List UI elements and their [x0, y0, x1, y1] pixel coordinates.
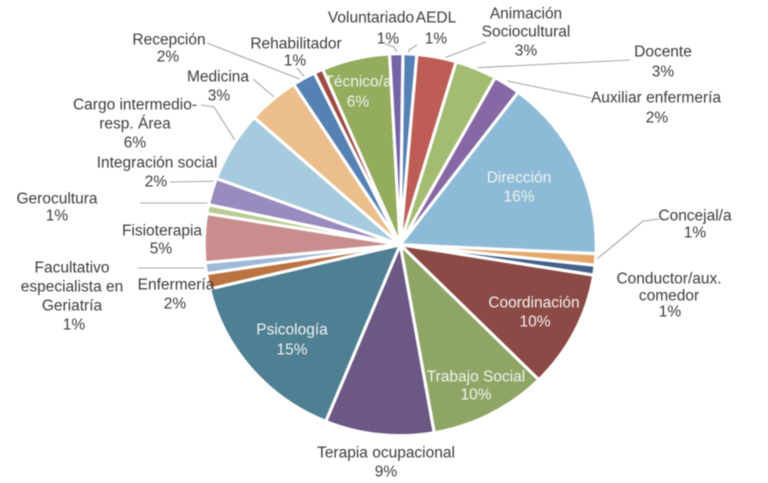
svg-text:Docente: Docente — [634, 44, 692, 61]
svg-text:Auxiliar enfermería: Auxiliar enfermería — [591, 90, 721, 107]
svg-text:1%: 1% — [425, 31, 448, 48]
svg-text:2%: 2% — [164, 296, 187, 313]
svg-text:especialista en: especialista en — [21, 279, 124, 296]
svg-text:AEDL: AEDL — [416, 10, 457, 27]
svg-text:Rehabilitador: Rehabilitador — [250, 36, 341, 53]
svg-text:Concejal/a: Concejal/a — [658, 208, 732, 225]
svg-text:Cargo intermedio-: Cargo intermedio- — [73, 97, 197, 114]
svg-text:2%: 2% — [145, 174, 168, 191]
svg-text:3%: 3% — [208, 88, 231, 105]
svg-text:3%: 3% — [652, 64, 675, 81]
svg-text:Facultativo: Facultativo — [35, 260, 110, 277]
svg-text:9%: 9% — [375, 464, 398, 481]
svg-text:2%: 2% — [157, 49, 180, 66]
svg-text:Terapia ocupacional: Terapia ocupacional — [317, 445, 455, 462]
svg-text:2%: 2% — [646, 110, 669, 127]
svg-text:10%: 10% — [519, 314, 550, 331]
svg-text:6%: 6% — [347, 94, 370, 111]
svg-text:1%: 1% — [659, 304, 682, 321]
svg-text:Integración social: Integración social — [97, 155, 218, 172]
svg-text:Trabajo Social: Trabajo Social — [427, 369, 526, 386]
svg-text:Conductor/aux.: Conductor/aux. — [616, 271, 721, 288]
svg-text:Medicina: Medicina — [187, 69, 249, 86]
svg-text:1%: 1% — [46, 208, 69, 225]
svg-text:1%: 1% — [284, 53, 307, 70]
svg-text:1%: 1% — [377, 31, 400, 48]
svg-text:16%: 16% — [503, 189, 534, 206]
svg-text:Animación: Animación — [490, 6, 562, 23]
svg-text:Enfermería: Enfermería — [138, 277, 215, 294]
svg-text:Voluntariado: Voluntariado — [328, 10, 414, 27]
svg-text:Técnico/a: Técnico/a — [324, 74, 392, 91]
svg-text:Geriatría: Geriatría — [42, 298, 103, 315]
svg-text:10%: 10% — [460, 387, 491, 404]
svg-text:Recepción: Recepción — [132, 32, 205, 49]
svg-text:15%: 15% — [276, 342, 307, 359]
svg-text:Gerocultura: Gerocultura — [17, 191, 98, 208]
svg-text:5%: 5% — [150, 241, 173, 258]
svg-text:resp. Área: resp. Área — [99, 116, 171, 133]
svg-text:1%: 1% — [684, 225, 707, 242]
svg-text:Coordinación: Coordinación — [488, 295, 579, 312]
svg-text:Sociocultural: Sociocultural — [482, 24, 571, 41]
svg-text:6%: 6% — [124, 135, 147, 152]
svg-text:Psicología: Psicología — [256, 322, 328, 339]
svg-text:Dirección: Dirección — [487, 170, 552, 187]
svg-text:1%: 1% — [63, 317, 86, 334]
svg-text:comedor: comedor — [639, 288, 699, 305]
svg-text:3%: 3% — [515, 43, 538, 60]
svg-text:Fisioterapia: Fisioterapia — [122, 223, 202, 240]
